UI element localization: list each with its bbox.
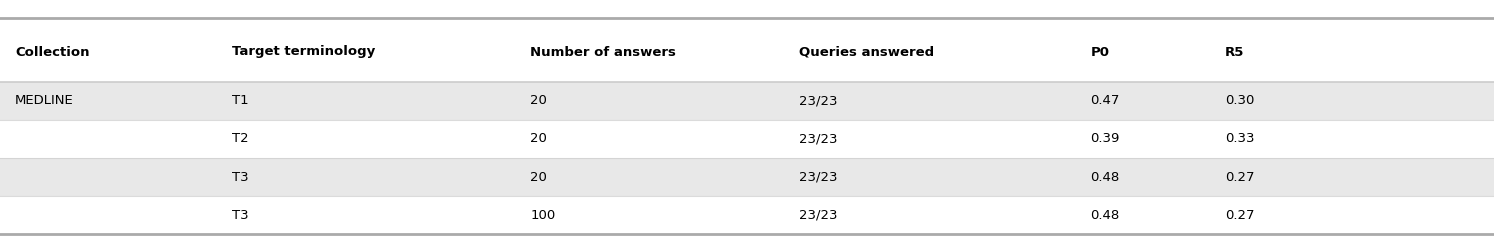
Text: 20: 20 [530,132,547,146]
Bar [0,158,1494,196]
Text: 0.30: 0.30 [1225,95,1255,107]
Text: 23/23: 23/23 [799,132,838,146]
Text: 100: 100 [530,208,556,222]
Bar [0,120,1494,158]
Bar [0,82,1494,120]
Text: 20: 20 [530,171,547,183]
Text: Target terminology: Target terminology [232,45,375,59]
Text: R5: R5 [1225,45,1245,59]
Text: Number of answers: Number of answers [530,45,677,59]
Text: T1: T1 [232,95,248,107]
Bar [0,196,1494,234]
Text: 0.48: 0.48 [1091,171,1120,183]
Text: 0.27: 0.27 [1225,171,1255,183]
Text: Collection: Collection [15,45,90,59]
Text: T3: T3 [232,208,248,222]
Text: 23/23: 23/23 [799,171,838,183]
Text: 0.39: 0.39 [1091,132,1120,146]
Text: 0.33: 0.33 [1225,132,1255,146]
Text: T2: T2 [232,132,248,146]
Bar [0,22,1494,82]
Text: 20: 20 [530,95,547,107]
Text: T3: T3 [232,171,248,183]
Text: Queries answered: Queries answered [799,45,934,59]
Text: 0.47: 0.47 [1091,95,1120,107]
Text: MEDLINE: MEDLINE [15,95,73,107]
Text: 0.48: 0.48 [1091,208,1120,222]
Text: 0.27: 0.27 [1225,208,1255,222]
Text: 23/23: 23/23 [799,95,838,107]
Text: 23/23: 23/23 [799,208,838,222]
Bar [0,0,1494,22]
Text: P0: P0 [1091,45,1110,59]
